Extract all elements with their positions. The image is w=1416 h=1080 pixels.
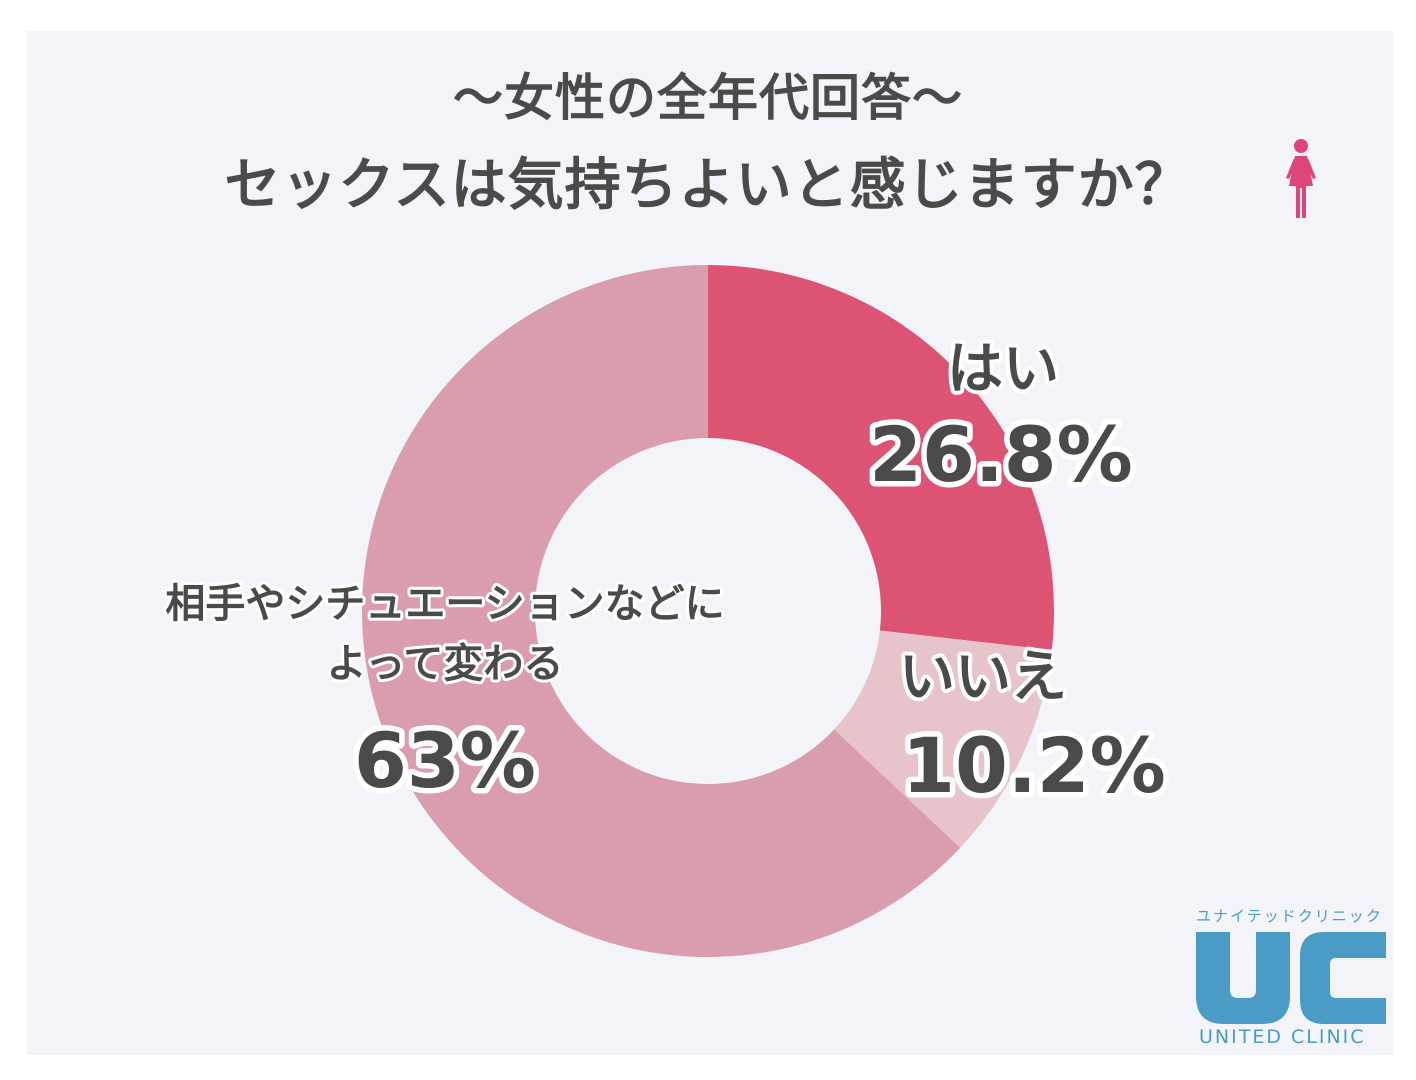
label-yes: はい [947, 337, 1059, 402]
label-depends-line1: 相手やシチュエーションなどに [165, 581, 724, 627]
value-yes: 26.8% [869, 410, 1133, 499]
united-clinic-logo-icon [1196, 932, 1386, 1024]
label-no: いいえ [899, 645, 1067, 710]
logo-english: UNITED CLINIC [1199, 1026, 1366, 1048]
chart-title-line1: 〜女性の全年代回答〜 [453, 69, 963, 127]
value-no: 10.2% [902, 721, 1166, 810]
label-depends-line2: よって変わる [327, 641, 564, 687]
chart-title-line2: セックスは気持ちよいと感じますか？ [0, 140, 1416, 221]
woman-icon [1286, 139, 1316, 218]
donut-slices [361, 265, 1054, 957]
chart-question: セックスは気持ちよいと感じますか？ [224, 153, 1192, 218]
logo-kana: ユナイテッドクリニック [1196, 907, 1383, 925]
slice-depends [361, 265, 961, 957]
slice-no [834, 630, 1052, 848]
slice-yes [708, 265, 1054, 651]
value-depends: 63% [354, 716, 536, 805]
